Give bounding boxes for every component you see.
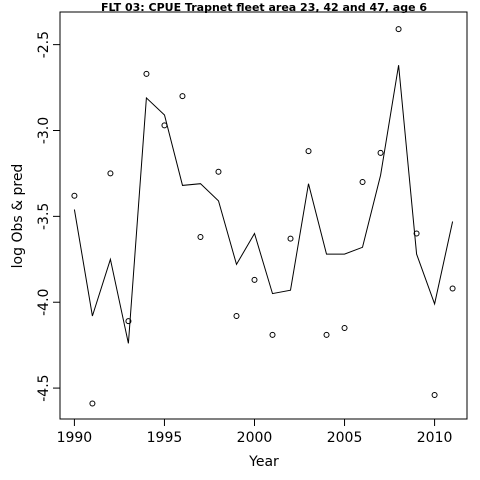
observed-point <box>305 148 312 155</box>
predicted-line <box>73 65 454 344</box>
observed-point <box>359 179 366 186</box>
observed-point <box>431 391 438 398</box>
x-axis-label: Year <box>248 454 279 470</box>
observed-point <box>161 122 168 129</box>
observed-point <box>215 168 222 175</box>
observed-point <box>197 233 204 240</box>
observed-point <box>287 235 294 242</box>
observed-points <box>71 26 456 407</box>
y-tick-label: -3.0 <box>36 117 52 144</box>
observed-point <box>179 93 186 100</box>
observed-point <box>125 318 132 325</box>
x-tick-label: 1990 <box>57 430 93 446</box>
y-tick-label: -4.0 <box>36 289 52 316</box>
observed-point <box>413 230 420 237</box>
plot-frame <box>59 11 468 420</box>
observed-point <box>107 170 114 177</box>
y-axis: -4.5 -4.0 -3.5 -3.0 -2.5 <box>36 31 61 402</box>
x-axis: 1990 1995 2000 2005 2010 <box>57 418 453 446</box>
observed-point <box>323 331 330 338</box>
observed-point <box>377 149 384 156</box>
observed-point <box>395 26 402 33</box>
observed-point <box>251 276 258 283</box>
observed-point <box>143 70 150 77</box>
observed-point <box>449 285 456 292</box>
y-tick-label: -3.5 <box>36 203 52 230</box>
observed-point <box>341 324 348 331</box>
y-tick-label: -4.5 <box>36 374 52 401</box>
observed-point <box>233 312 240 319</box>
y-tick-label: -2.5 <box>36 31 52 58</box>
observed-point <box>71 192 78 199</box>
x-tick-label: 1995 <box>147 430 183 446</box>
predicted-series-line <box>73 65 454 344</box>
chart-title: FLT 03: CPUE Trapnet fleet area 23, 42 a… <box>101 1 427 14</box>
x-tick-label: 2000 <box>237 430 273 446</box>
x-tick-label: 2010 <box>417 430 453 446</box>
observed-point <box>89 400 96 407</box>
x-tick-label: 2005 <box>327 430 363 446</box>
observed-point <box>269 331 276 338</box>
y-axis-label: log Obs & pred <box>10 164 26 269</box>
